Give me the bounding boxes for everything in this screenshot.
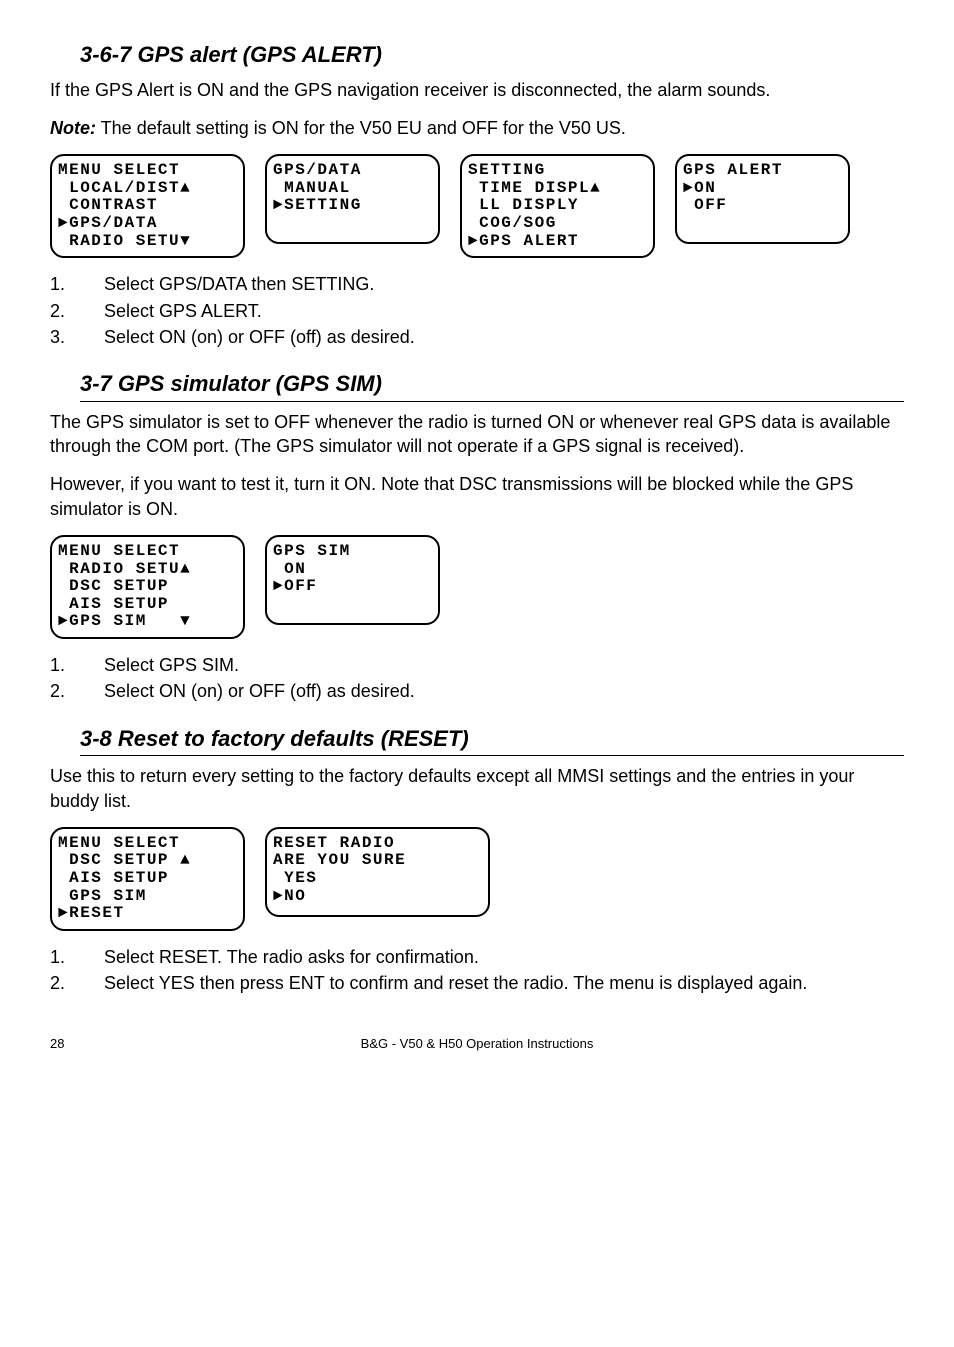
step-item: 1.Select GPS/DATA then SETTING. xyxy=(50,272,904,296)
step-item: 1.Select RESET. The radio asks for confi… xyxy=(50,945,904,969)
lcd-line: GPS ALERT xyxy=(683,162,840,180)
steps-37: 1.Select GPS SIM. 2.Select ON (on) or OF… xyxy=(50,653,904,704)
note-367: Note: The default setting is ON for the … xyxy=(50,116,904,140)
step-text: Select YES then press ENT to confirm and… xyxy=(104,971,807,995)
lcd-line: ►NO xyxy=(273,888,480,906)
lcd-line: COG/SOG xyxy=(468,215,645,233)
step-number: 1. xyxy=(50,945,104,969)
lcd-line: AIS SETUP xyxy=(58,596,235,614)
note-label-367: Note: xyxy=(50,118,96,138)
lcd-line: OFF xyxy=(683,197,840,215)
step-text: Select ON (on) or OFF (off) as desired. xyxy=(104,325,415,349)
lcd-line: GPS/DATA xyxy=(273,162,430,180)
lcd-line: CONTRAST xyxy=(58,197,235,215)
lcd-line: DSC SETUP ▲ xyxy=(58,852,235,870)
intro-367: If the GPS Alert is ON and the GPS navig… xyxy=(50,78,904,102)
step-text: Select GPS SIM. xyxy=(104,653,239,677)
lcd-line: MENU SELECT xyxy=(58,835,235,853)
lcd-367-2: GPS/DATA MANUAL ►SETTING xyxy=(265,154,440,244)
lcd-line: DSC SETUP xyxy=(58,578,235,596)
lcd-line: MANUAL xyxy=(273,180,430,198)
step-number: 2. xyxy=(50,971,104,995)
lcd-line: GPS SIM xyxy=(58,888,235,906)
steps-367: 1.Select GPS/DATA then SETTING. 2.Select… xyxy=(50,272,904,349)
lcd-line: YES xyxy=(273,870,480,888)
lcd-line: MENU SELECT xyxy=(58,162,235,180)
lcd-row-367: MENU SELECT LOCAL/DIST▲ CONTRAST ►GPS/DA… xyxy=(50,154,904,258)
step-number: 2. xyxy=(50,679,104,703)
para-37-2: However, if you want to test it, turn it… xyxy=(50,472,904,521)
lcd-line: ►SETTING xyxy=(273,197,430,215)
lcd-367-1: MENU SELECT LOCAL/DIST▲ CONTRAST ►GPS/DA… xyxy=(50,154,245,258)
lcd-row-38: MENU SELECT DSC SETUP ▲ AIS SETUP GPS SI… xyxy=(50,827,904,931)
lcd-line: MENU SELECT xyxy=(58,543,235,561)
lcd-367-4: GPS ALERT ►ON OFF xyxy=(675,154,850,244)
footer-spacer xyxy=(900,1035,904,1053)
footer-title: B&G - V50 & H50 Operation Instructions xyxy=(361,1035,594,1053)
lcd-line: ARE YOU SURE xyxy=(273,852,480,870)
lcd-38-2: RESET RADIO ARE YOU SURE YES ►NO xyxy=(265,827,490,917)
step-number: 1. xyxy=(50,653,104,677)
lcd-line: ►RESET xyxy=(58,905,235,923)
step-item: 2.Select GPS ALERT. xyxy=(50,299,904,323)
lcd-367-3: SETTING TIME DISPL▲ LL DISPLY COG/SOG ►G… xyxy=(460,154,655,258)
lcd-line: TIME DISPL▲ xyxy=(468,180,645,198)
step-item: 2.Select YES then press ENT to confirm a… xyxy=(50,971,904,995)
lcd-38-1: MENU SELECT DSC SETUP ▲ AIS SETUP GPS SI… xyxy=(50,827,245,931)
lcd-line: RESET RADIO xyxy=(273,835,480,853)
lcd-line: RADIO SETU▲ xyxy=(58,561,235,579)
step-text: Select RESET. The radio asks for confirm… xyxy=(104,945,479,969)
step-text: Select ON (on) or OFF (off) as desired. xyxy=(104,679,415,703)
lcd-37-2: GPS SIM ON ►OFF xyxy=(265,535,440,625)
step-number: 2. xyxy=(50,299,104,323)
heading-367: 3-6-7 GPS alert (GPS ALERT) xyxy=(80,40,904,70)
page-number: 28 xyxy=(50,1035,64,1053)
note-text-367: The default setting is ON for the V50 EU… xyxy=(96,118,626,138)
step-item: 1.Select GPS SIM. xyxy=(50,653,904,677)
lcd-line: ►ON xyxy=(683,180,840,198)
lcd-line: RADIO SETU▼ xyxy=(58,233,235,251)
steps-38: 1.Select RESET. The radio asks for confi… xyxy=(50,945,904,996)
lcd-line: ►GPS ALERT xyxy=(468,233,645,251)
step-item: 3.Select ON (on) or OFF (off) as desired… xyxy=(50,325,904,349)
step-text: Select GPS/DATA then SETTING. xyxy=(104,272,374,296)
lcd-37-1: MENU SELECT RADIO SETU▲ DSC SETUP AIS SE… xyxy=(50,535,245,639)
lcd-line: ►GPS/DATA xyxy=(58,215,235,233)
step-item: 2.Select ON (on) or OFF (off) as desired… xyxy=(50,679,904,703)
lcd-row-37: MENU SELECT RADIO SETU▲ DSC SETUP AIS SE… xyxy=(50,535,904,639)
page-footer: 28 B&G - V50 & H50 Operation Instruction… xyxy=(50,1035,904,1053)
lcd-line: ON xyxy=(273,561,430,579)
lcd-line: AIS SETUP xyxy=(58,870,235,888)
lcd-line: ►GPS SIM ▼ xyxy=(58,613,235,631)
lcd-line: LOCAL/DIST▲ xyxy=(58,180,235,198)
lcd-line: ►OFF xyxy=(273,578,430,596)
step-number: 1. xyxy=(50,272,104,296)
heading-37: 3-7 GPS simulator (GPS SIM) xyxy=(80,369,904,402)
para-37-1: The GPS simulator is set to OFF whenever… xyxy=(50,410,904,459)
para-38-1: Use this to return every setting to the … xyxy=(50,764,904,813)
lcd-line: SETTING xyxy=(468,162,645,180)
lcd-line: GPS SIM xyxy=(273,543,430,561)
heading-38: 3-8 Reset to factory defaults (RESET) xyxy=(80,724,904,757)
lcd-line: LL DISPLY xyxy=(468,197,645,215)
step-number: 3. xyxy=(50,325,104,349)
step-text: Select GPS ALERT. xyxy=(104,299,262,323)
